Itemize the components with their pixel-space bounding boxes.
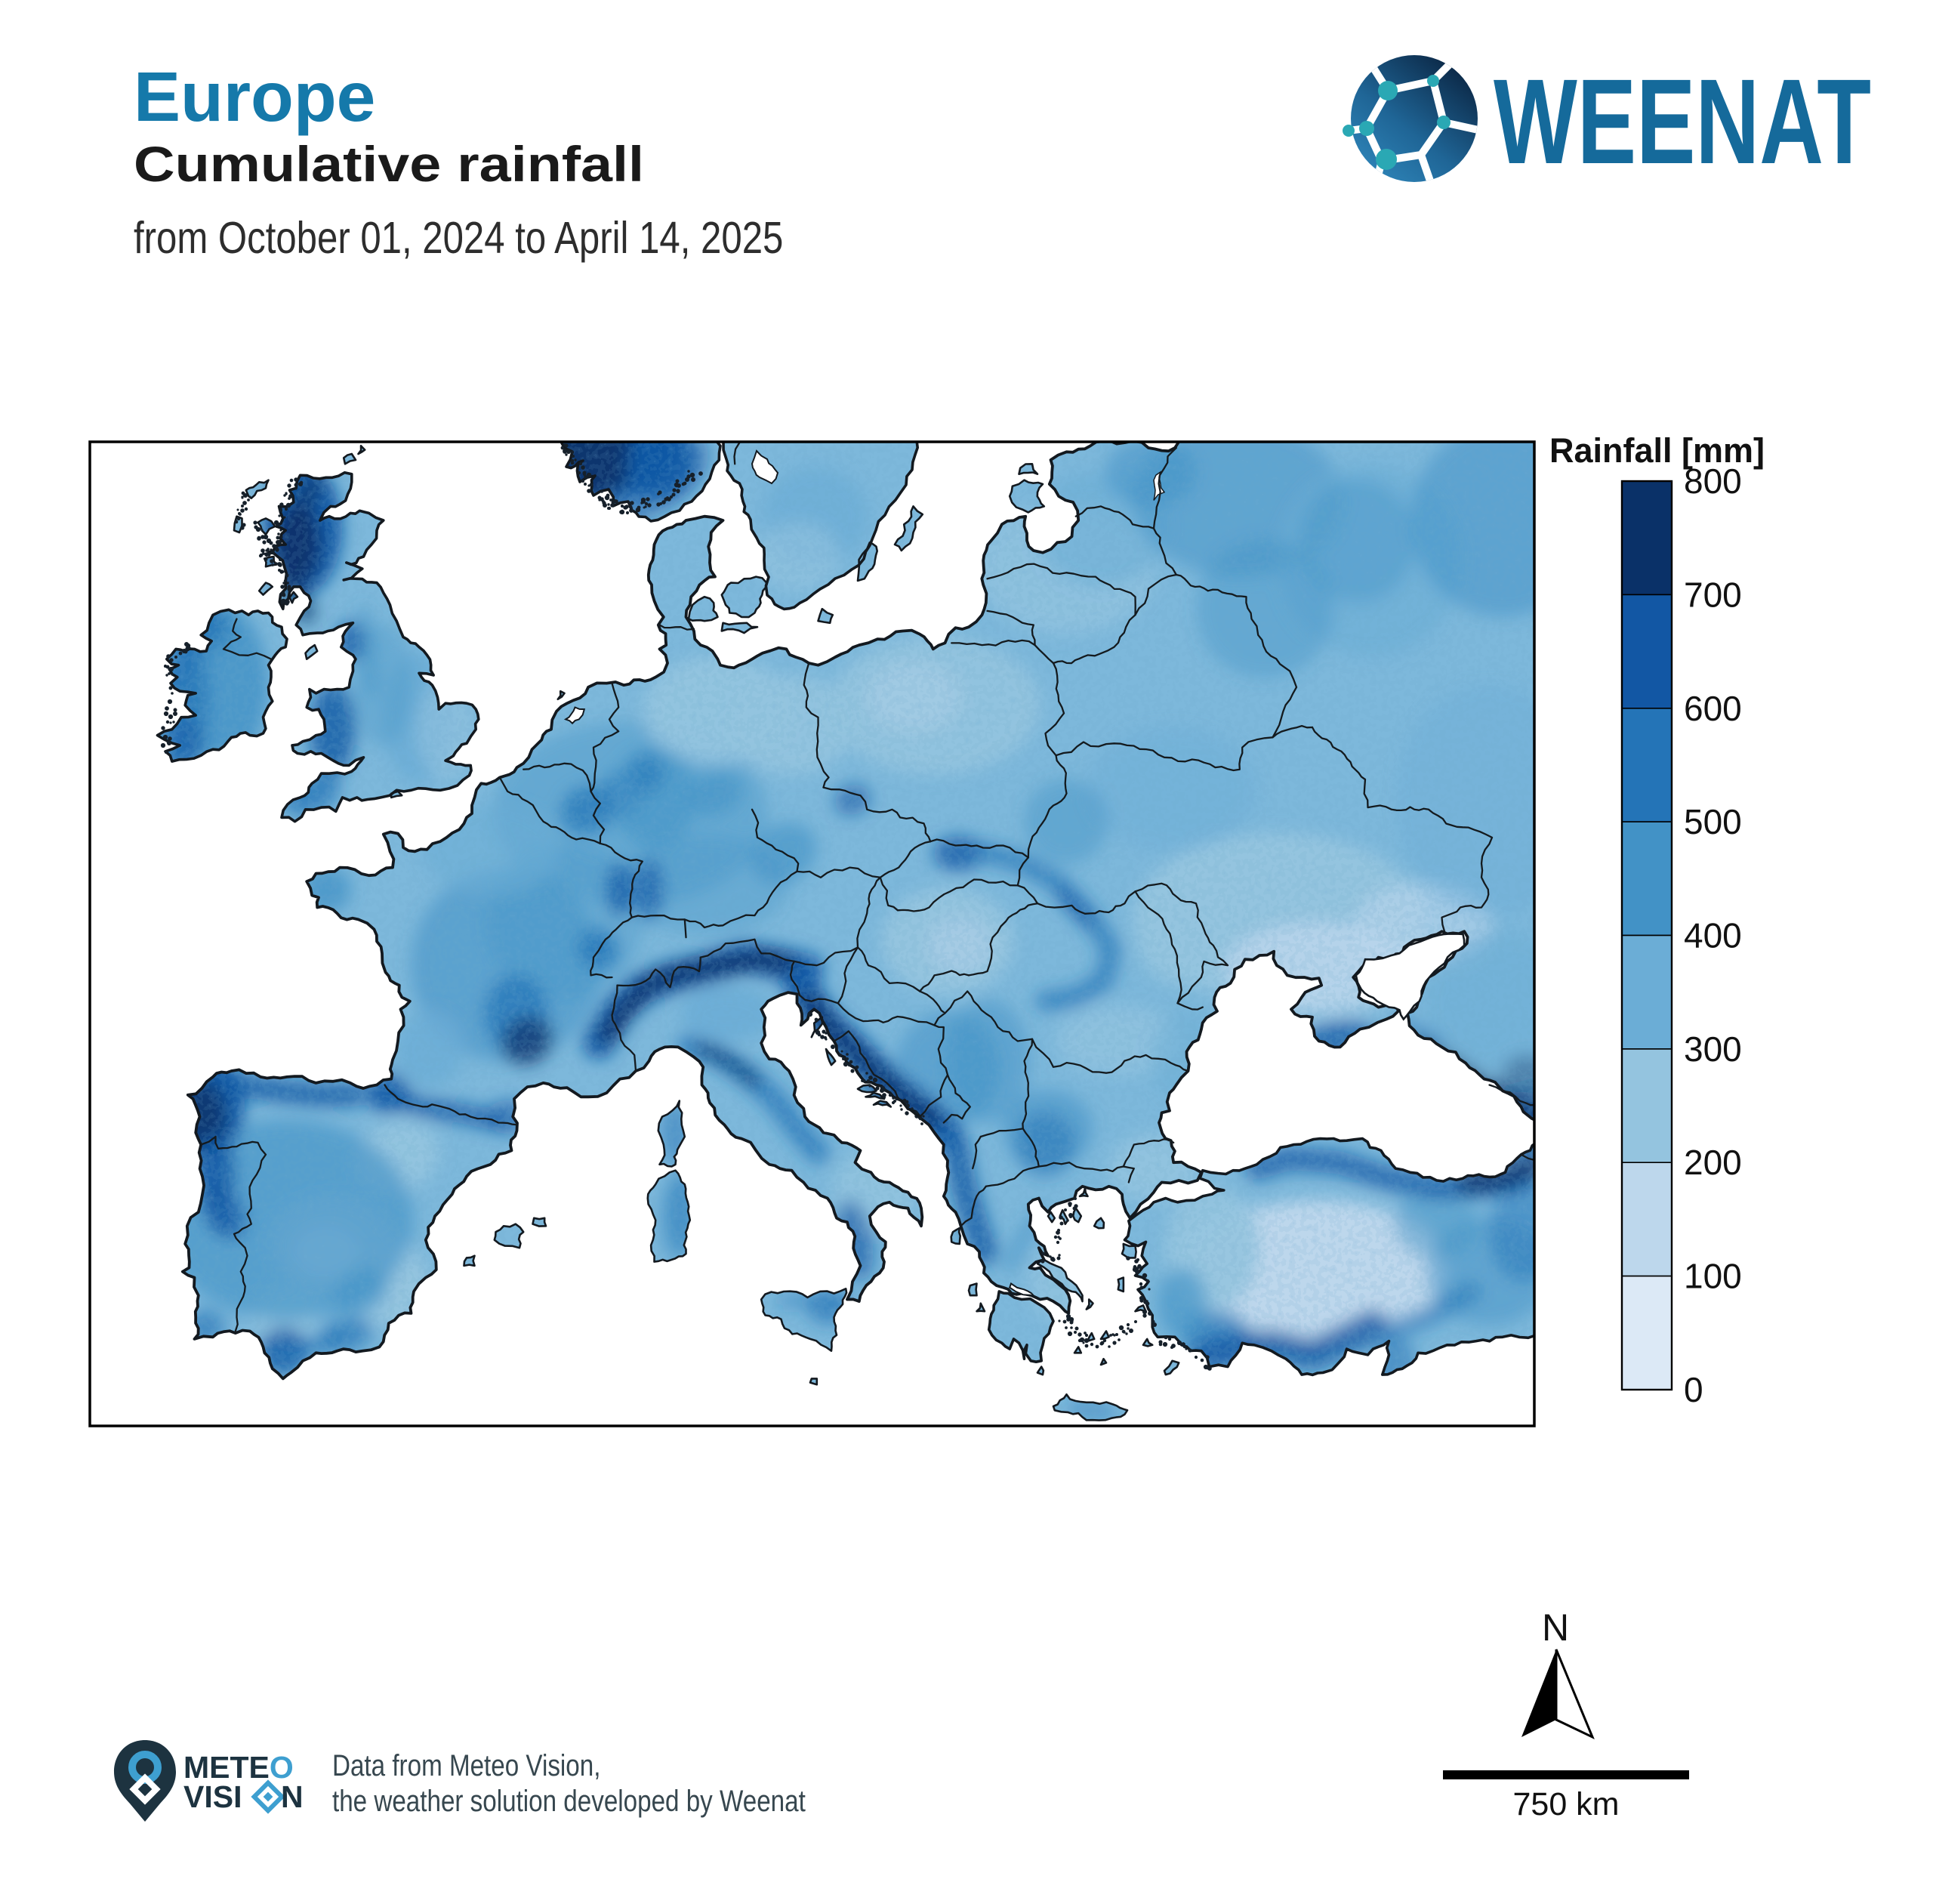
svg-text:VISI: VISI [183, 1779, 242, 1814]
svg-text:Data from Meteo Vision,: Data from Meteo Vision, [332, 1748, 600, 1782]
svg-text:300: 300 [1684, 1029, 1742, 1069]
svg-text:700: 700 [1684, 575, 1742, 614]
svg-text:750 km: 750 km [1512, 1786, 1619, 1822]
svg-text:METEO: METEO [183, 1750, 294, 1785]
svg-text:WEENAT: WEENAT [1494, 54, 1871, 189]
svg-text:N: N [1542, 1606, 1569, 1649]
svg-text:200: 200 [1684, 1143, 1742, 1182]
svg-text:Cumulative rainfall: Cumulative rainfall [134, 137, 644, 192]
svg-text:100: 100 [1684, 1257, 1742, 1296]
svg-text:600: 600 [1684, 689, 1742, 728]
svg-text:Rainfall [mm]: Rainfall [mm] [1549, 431, 1765, 470]
svg-text:0: 0 [1684, 1370, 1703, 1409]
svg-text:500: 500 [1684, 802, 1742, 841]
svg-text:the weather solution developed: the weather solution developed by Weenat [332, 1784, 806, 1818]
svg-text:N: N [281, 1779, 304, 1814]
svg-text:Europe: Europe [134, 57, 375, 136]
svg-text:400: 400 [1684, 916, 1742, 955]
svg-text:from October 01, 2024 to April: from October 01, 2024 to April 14, 2025 [134, 213, 783, 263]
svg-text:800: 800 [1684, 461, 1742, 501]
